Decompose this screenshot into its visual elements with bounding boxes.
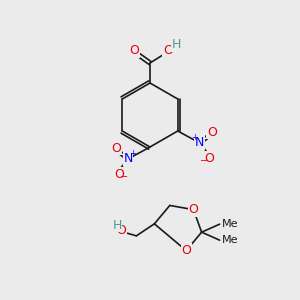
Text: +: + (130, 149, 136, 158)
Text: O: O (181, 244, 191, 257)
Text: O: O (207, 125, 217, 139)
Text: O: O (204, 152, 214, 164)
Text: −: − (200, 156, 208, 166)
Text: Me: Me (222, 219, 238, 229)
Text: O: O (111, 142, 121, 154)
Text: O: O (129, 44, 139, 58)
Text: O: O (163, 44, 173, 58)
Text: O: O (188, 203, 198, 216)
Text: H: H (112, 219, 122, 232)
Text: N: N (123, 152, 133, 166)
Text: −: − (120, 172, 128, 182)
Text: H: H (171, 38, 181, 52)
Text: N: N (195, 136, 204, 149)
Text: +: + (191, 134, 198, 142)
Text: O: O (114, 167, 124, 181)
Text: Me: Me (222, 235, 238, 245)
Text: O: O (116, 224, 126, 237)
